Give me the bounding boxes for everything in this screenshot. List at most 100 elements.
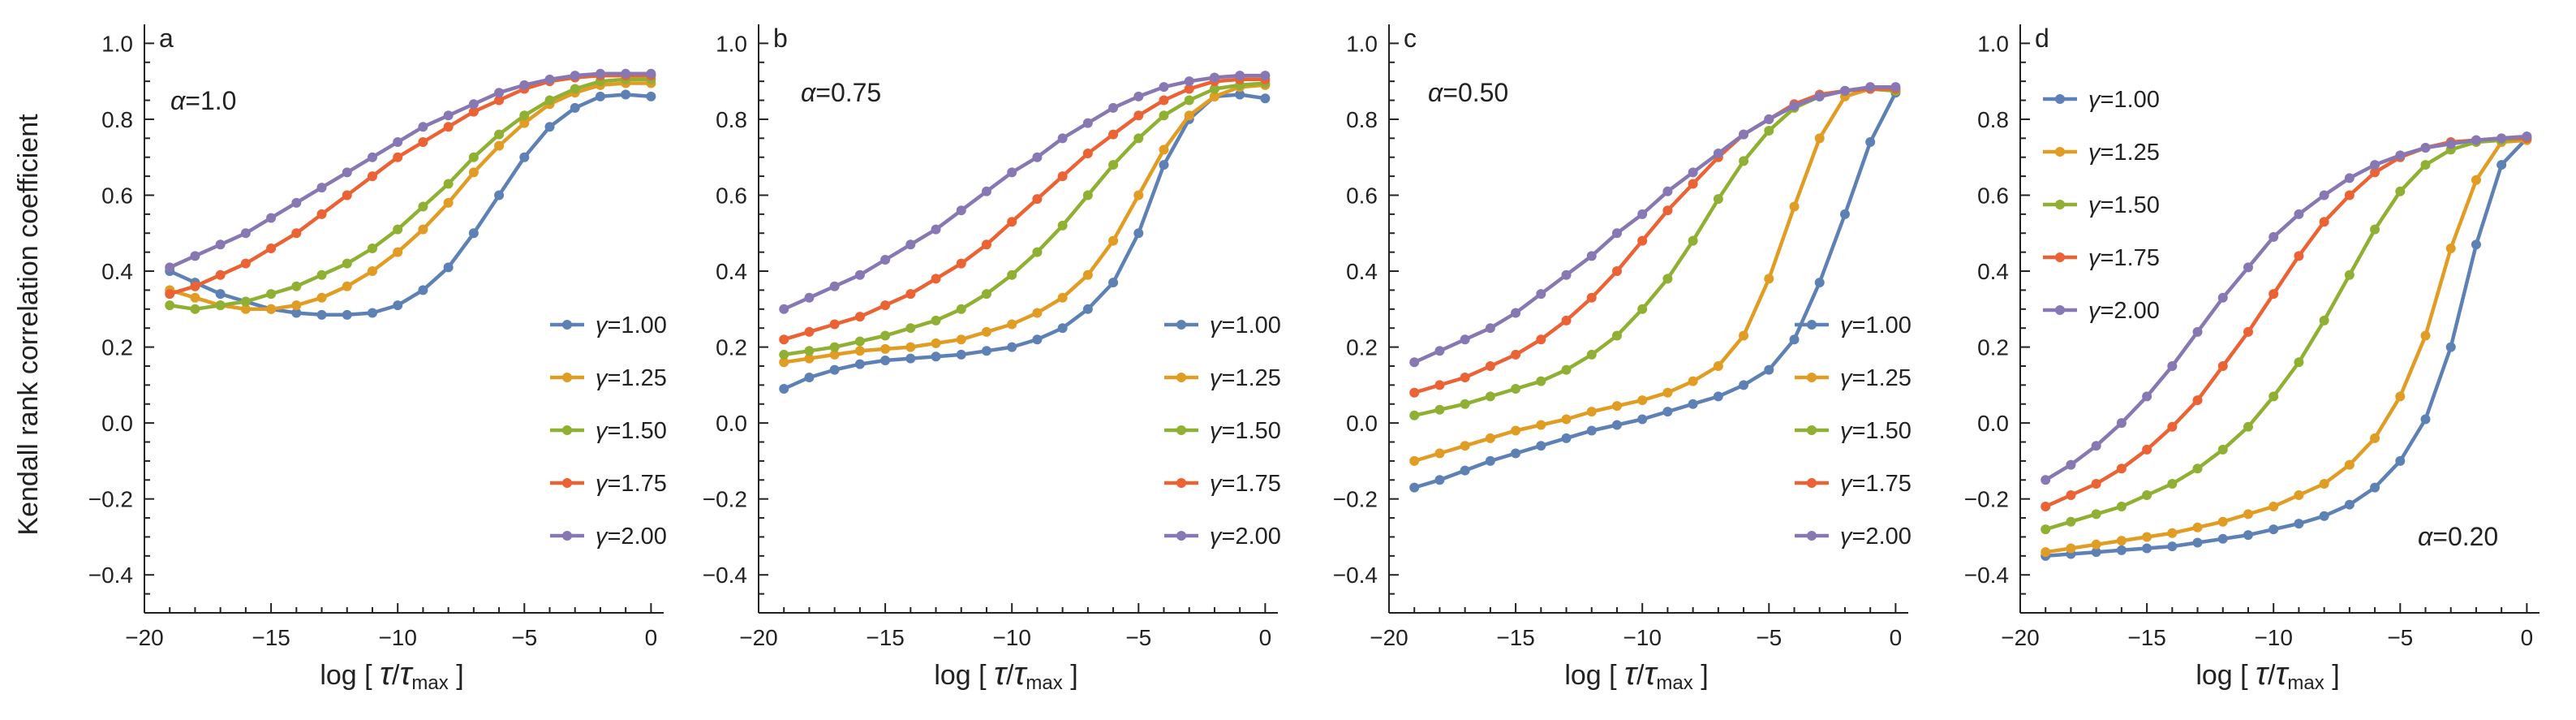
x-tick-label: 0 — [645, 625, 658, 650]
data-point — [418, 201, 428, 212]
legend-label: γ=1.50 — [1210, 418, 1281, 444]
legend-swatch-marker — [562, 320, 572, 330]
data-point — [1890, 82, 1901, 93]
data-point — [1108, 129, 1119, 140]
data-point — [2445, 342, 2456, 352]
data-point — [2217, 444, 2228, 455]
data-point — [1865, 82, 1876, 93]
legend-label: γ=2.00 — [2088, 298, 2160, 324]
x-tick-label: −10 — [992, 625, 1031, 650]
data-point — [2370, 482, 2380, 493]
data-point — [854, 312, 865, 322]
data-point — [2142, 490, 2152, 500]
y-tick-label: −0.4 — [88, 563, 133, 588]
data-point — [1434, 404, 1445, 415]
series-γ=1.00 — [1409, 88, 1901, 493]
data-point — [2243, 421, 2253, 432]
y-tick-label: 0.6 — [716, 183, 747, 208]
legend-label: γ=1.50 — [2088, 192, 2160, 218]
data-point — [1789, 201, 1800, 212]
data-point — [1108, 160, 1119, 170]
data-point — [779, 384, 789, 394]
data-point — [1007, 319, 1017, 330]
data-point — [367, 171, 377, 182]
legend-label: γ=1.50 — [1840, 418, 1912, 444]
data-point — [215, 289, 226, 300]
data-point — [2471, 175, 2481, 185]
data-point — [1434, 448, 1445, 459]
data-point — [1032, 334, 1043, 345]
data-point — [2066, 543, 2076, 554]
legend-label: γ=1.25 — [596, 365, 667, 391]
y-tick-label: 0.8 — [716, 107, 747, 132]
x-tick-label: −20 — [1370, 625, 1408, 650]
data-point — [367, 308, 377, 318]
data-point — [1662, 387, 1673, 398]
data-point — [1561, 433, 1572, 443]
data-point — [1133, 91, 1144, 101]
alpha-annotation: α=1.0 — [170, 86, 236, 115]
data-point — [1159, 144, 1169, 155]
series-γ=2.00 — [1409, 82, 1901, 368]
legend-swatch-marker — [1176, 320, 1186, 330]
data-point — [316, 292, 327, 303]
data-point — [1739, 380, 1749, 390]
data-point — [779, 357, 789, 368]
data-point — [2167, 541, 2178, 552]
data-point — [2041, 475, 2051, 485]
data-point — [494, 88, 505, 98]
data-point — [1688, 399, 1698, 409]
data-point — [1159, 95, 1169, 106]
chart-panel-a: −0.4 −0.2 0.0 0.2 0.4 0.6 0.8 1.0 −20 −15 −10 −5 0 lo… — [88, 24, 667, 694]
data-point — [342, 309, 352, 320]
data-point — [1561, 364, 1572, 375]
data-point — [2294, 357, 2304, 368]
data-point — [1713, 360, 1723, 371]
data-point — [595, 91, 605, 101]
data-point — [2217, 533, 2228, 544]
data-point — [981, 346, 991, 356]
data-point — [854, 346, 865, 356]
y-tick-label: 1.0 — [101, 31, 133, 56]
data-point — [931, 351, 941, 362]
alpha-annotation: α=0.75 — [801, 78, 881, 107]
data-point — [779, 334, 789, 345]
data-point — [1409, 410, 1420, 420]
data-point — [544, 74, 555, 84]
data-point — [1789, 334, 1800, 345]
data-point — [2243, 509, 2253, 520]
x-tick-label: −15 — [252, 625, 290, 650]
data-point — [418, 224, 428, 235]
legend-label: γ=1.25 — [2088, 140, 2160, 166]
series-γ=1.75 — [779, 74, 1271, 345]
data-point — [2091, 441, 2101, 451]
data-point — [1159, 110, 1169, 121]
data-point — [418, 285, 428, 295]
data-point — [804, 373, 815, 382]
data-point — [2294, 490, 2304, 500]
data-point — [854, 269, 865, 280]
data-point — [367, 243, 377, 253]
data-point — [393, 137, 403, 147]
data-point — [1260, 71, 1271, 81]
data-point — [880, 300, 891, 311]
data-point — [2269, 391, 2279, 402]
chart-panel-b: −0.4 −0.2 0.0 0.2 0.4 0.6 0.8 1.0 −20 −15 −10 −5 0 lo… — [703, 24, 1281, 694]
data-point — [443, 110, 454, 121]
data-point — [1184, 84, 1194, 94]
x-tick-label: 0 — [2521, 625, 2534, 650]
series-γ=1.00 — [165, 89, 656, 320]
data-point — [1536, 289, 1546, 300]
data-point — [2344, 173, 2355, 183]
data-point — [2319, 478, 2329, 489]
data-point — [2066, 516, 2076, 527]
data-point — [519, 118, 530, 128]
data-point — [1007, 342, 1017, 352]
x-axis-title: log [ τ/τmax ] — [1564, 656, 1708, 694]
data-point — [494, 140, 505, 151]
data-point — [905, 342, 916, 352]
y-tick-label: 0.0 — [1346, 411, 1378, 436]
legend-item: γ=1.00 — [1164, 313, 1281, 338]
y-tick-label: 0.2 — [1977, 335, 2009, 360]
data-point — [291, 308, 302, 318]
